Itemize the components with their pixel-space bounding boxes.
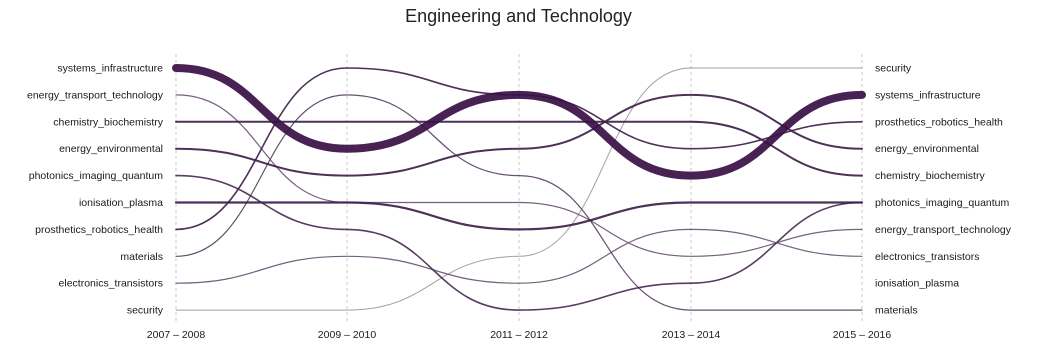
left-series-label: systems_infrastructure	[57, 63, 163, 75]
left-series-label: chemistry_biochemistry	[53, 116, 163, 128]
x-tick-label: 2007 – 2008	[147, 329, 206, 341]
x-tick-label: 2009 – 2010	[318, 329, 377, 341]
series-line-photonics-imaging-quantum	[175, 174, 863, 311]
left-series-label: prosthetics_robotics_health	[35, 224, 163, 236]
series-line-systems-infrastructure	[172, 64, 866, 180]
right-series-label: electronics_transistors	[875, 251, 979, 263]
left-series-label: materials	[120, 251, 163, 263]
right-series-label: ionisation_plasma	[875, 278, 959, 290]
series-line-electronics-transistors	[175, 228, 863, 284]
right-series-label: systems_infrastructure	[875, 89, 981, 101]
series-line-energy-transport-technology	[175, 94, 863, 257]
left-series-label: energy_transport_technology	[27, 89, 164, 101]
left-series-label: photonics_imaging_quantum	[29, 170, 164, 182]
right-series-label: energy_environmental	[875, 143, 979, 155]
right-series-label: prosthetics_robotics_health	[875, 116, 1003, 128]
right-series-label: materials	[875, 305, 918, 317]
series-line-security	[175, 67, 863, 311]
x-tick-label: 2011 – 2012	[490, 329, 548, 341]
left-series-label: security	[127, 305, 164, 317]
x-tick-label: 2015 – 2016	[833, 329, 892, 341]
right-series-label: security	[875, 63, 912, 75]
chart-title: Engineering and Technology	[405, 6, 632, 26]
right-series-label: photonics_imaging_quantum	[875, 197, 1010, 209]
left-series-label: electronics_transistors	[59, 278, 163, 290]
series-line-materials	[175, 94, 863, 311]
x-tick-label: 2013 – 2014	[662, 329, 721, 341]
left-series-label: ionisation_plasma	[79, 197, 163, 209]
right-series-label: energy_transport_technology	[875, 224, 1012, 236]
series-line-ionisation-plasma	[174, 201, 864, 231]
series-line-chemistry-biochemistry	[175, 120, 863, 177]
right-series-label: chemistry_biochemistry	[875, 170, 985, 182]
left-series-label: energy_environmental	[59, 143, 163, 155]
series-line-energy-environmental	[175, 93, 863, 177]
